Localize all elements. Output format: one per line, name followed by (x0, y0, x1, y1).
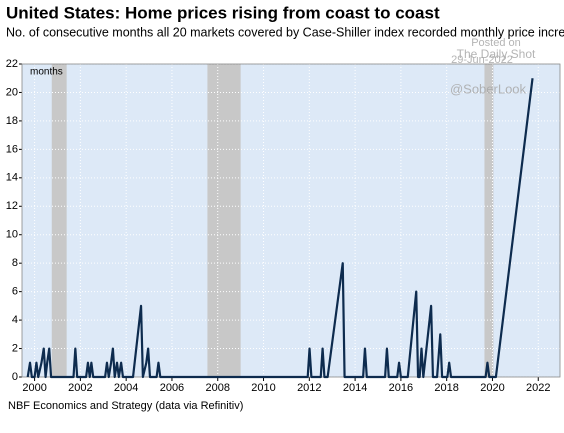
y-tick-label: 8 (12, 257, 18, 269)
chart-title: United States: Home prices rising from c… (6, 3, 440, 22)
data-line (26, 78, 534, 379)
x-tick-label: 2018 (434, 382, 458, 394)
y-axis-label: months (30, 67, 63, 78)
plot-background (22, 64, 560, 377)
y-tick-label: 20 (6, 86, 18, 98)
y-tick-label: 4 (12, 314, 18, 326)
y-tick-label: 12 (6, 200, 18, 212)
watermark: Posted on (471, 37, 521, 49)
x-tick-label: 2002 (68, 382, 92, 394)
watermark: The Daily Shot (457, 47, 536, 61)
chart-subtitle: No. of consecutive months all 20 markets… (6, 25, 564, 39)
y-tick-label: 2 (12, 342, 18, 354)
y-tick-label: 16 (6, 143, 18, 155)
y-tick-label: 10 (6, 229, 18, 241)
y-tick-label: 6 (12, 286, 18, 298)
recession-band (484, 64, 494, 377)
x-tick-label: 2016 (389, 382, 413, 394)
recession-band (207, 64, 241, 377)
x-tick-label: 2010 (251, 382, 275, 394)
source-note: NBF Economics and Strategy (data via Ref… (8, 400, 243, 412)
x-tick-label: 2004 (114, 382, 138, 394)
x-tick-label: 2008 (205, 382, 229, 394)
x-tick-label: 2006 (160, 382, 184, 394)
recession-band (51, 64, 67, 377)
y-tick-label: 18 (6, 115, 18, 127)
x-tick-label: 2020 (480, 382, 504, 394)
watermark: @SoberLook (450, 81, 527, 96)
y-tick-label: 14 (6, 172, 18, 184)
x-tick-label: 2014 (343, 382, 367, 394)
x-tick-label: 2022 (526, 382, 550, 394)
y-tick-label: 0 (12, 371, 18, 383)
y-tick-label: 22 (6, 58, 18, 70)
watermark: 29-Jun-2022 (451, 54, 513, 66)
x-tick-label: 2000 (22, 382, 46, 394)
x-tick-label: 2012 (297, 382, 321, 394)
